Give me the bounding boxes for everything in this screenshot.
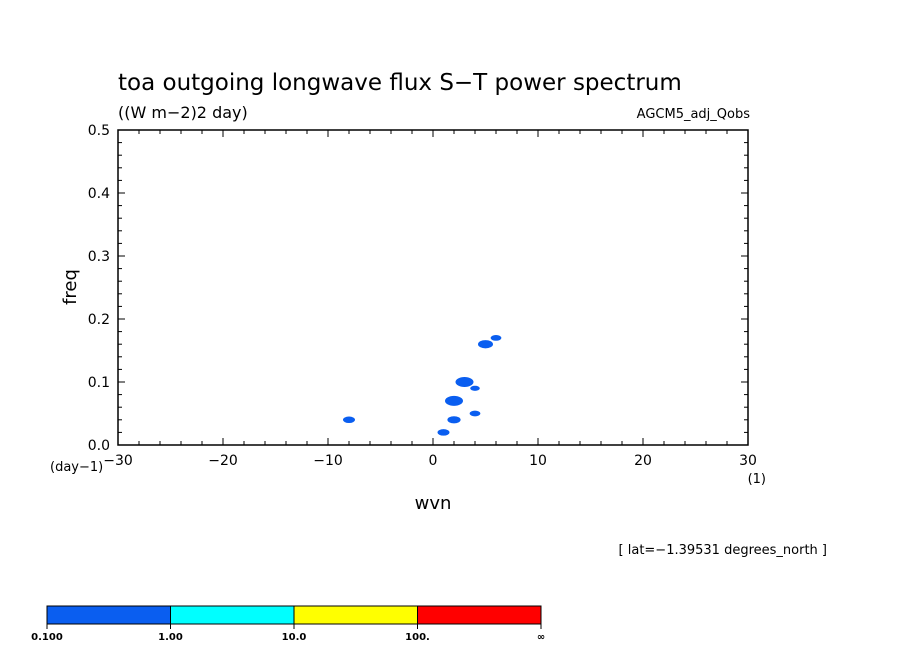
contour-blob (455, 377, 474, 387)
dataset-label: AGCM5_adj_Qobs (637, 107, 751, 122)
colorbar-segment (417, 605, 542, 625)
x-tick-label: −20 (208, 453, 238, 469)
contour-blob (469, 410, 481, 417)
y-tick-label: 0.0 (88, 438, 110, 454)
colorbar-segment (46, 605, 171, 625)
y-tick-label: 0.1 (88, 375, 110, 391)
colorbar-label: 100. (405, 632, 430, 643)
contour-blob (490, 335, 502, 341)
x-tick-label: −30 (103, 453, 133, 469)
colorbar: 0.100 1.00 10.0 100. ∞ (31, 605, 545, 643)
x-tick-label: 30 (739, 453, 757, 469)
plot-area: −30 −20 −10 0 10 20 30 0.0 0.1 0.2 0.3 0.4 0.5 (88, 123, 757, 469)
plot-frame (117, 129, 749, 446)
contour-blob (447, 416, 461, 424)
units-label: ((W m−2)2 day) (118, 103, 248, 122)
y-unit-label: (day−1) (50, 460, 103, 475)
latitude-annotation: [ lat=−1.39531 degrees_north ] (619, 543, 827, 558)
x-tick-label: 10 (529, 453, 547, 469)
y-tick-label: 0.4 (88, 186, 110, 202)
colorbar-label: 1.00 (158, 632, 183, 643)
x-tick-label: −10 (313, 453, 343, 469)
y-tick-label: 0.3 (88, 249, 110, 265)
contour-blob (445, 395, 463, 406)
contour-blob (343, 416, 355, 424)
x-tick-label: 0 (429, 453, 438, 469)
colorbar-label: 10.0 (282, 632, 307, 643)
colorbar-segment (293, 605, 418, 625)
chart-title: toa outgoing longwave flux S−T power spe… (118, 70, 682, 96)
contour-blob (470, 385, 480, 391)
contour-blob (478, 340, 493, 349)
colorbar-segment (170, 605, 295, 625)
colorbar-label: 0.100 (31, 632, 63, 643)
x-tick-label: 20 (634, 453, 652, 469)
y-axis-label: freq (60, 269, 81, 305)
x-axis-label: wvn (415, 493, 452, 514)
contour-blob (437, 429, 450, 436)
y-tick-label: 0.5 (88, 123, 110, 139)
colorbar-label: ∞ (537, 632, 545, 643)
x-unit-label: (1) (748, 472, 766, 487)
y-tick-label: 0.2 (88, 312, 110, 328)
